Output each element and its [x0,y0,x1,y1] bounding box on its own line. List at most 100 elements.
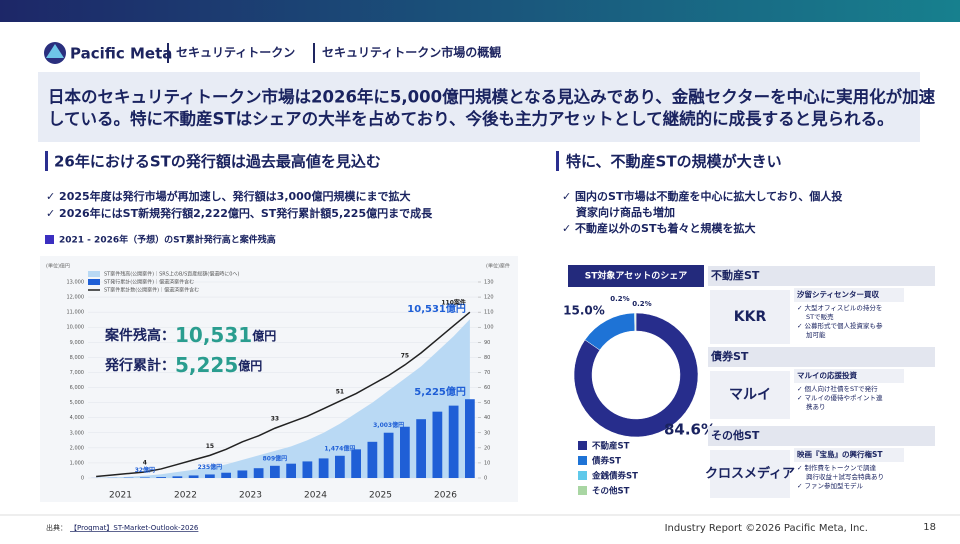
legend-swatch [578,456,587,465]
case-category: 不動産ST [711,268,760,282]
bar [335,456,345,478]
case-company: クロスメディア [705,466,795,482]
bullet: ✓ 不動産以外のSTも着々と規模を拡大 [562,221,755,235]
legend-label: 金銭債券ST [591,471,638,482]
data-label: 5,225億円 [414,385,466,398]
y-tick-label: 7,000 [70,370,84,376]
divider [167,43,169,63]
data-label: 4 [143,459,147,466]
summary-text: 日本のセキュリティトークン市場は2026年に5,000億円規模となる見込みであり… [48,87,936,107]
y2-tick-label: 90 [484,340,490,346]
data-label: 1,474億円 [324,444,355,452]
data-label: 75 [401,352,409,359]
legend-swatch [88,271,100,277]
y-tick-label: 1,000 [70,460,84,466]
divider [313,43,315,63]
bar [205,474,215,478]
bar [238,470,248,478]
y-tick-label: 11,000 [67,310,85,316]
case-category: 債券ST [710,349,749,363]
y-tick-label: 13,000 [67,280,85,286]
case-point: ✓ 公募形式で個人投資家も参 [797,321,883,330]
chart-caption: 2021 - 2026年（予想）のST累計発行高と案件残高 [59,234,276,246]
callout-part: 億円 [238,358,262,373]
donut-title: ST対象アセットのシェア [585,270,687,282]
legend-label: ST案件残高(公開案件)｜SRS上のB/S資産総額(償還時に0へ) [104,271,239,278]
y2-tick-label: 0 [484,476,487,482]
legend-swatch [578,441,587,450]
legend-label: 債券ST [591,456,621,467]
data-label: 51 [336,389,344,396]
bar [189,475,199,478]
bar [156,477,166,478]
case-point: 加可能 [806,330,826,339]
copyright: Industry Report ©2026 Pacific Meta, Inc. [665,523,868,534]
logo-text: Pacific Meta [70,45,172,63]
case-company: マルイ [729,387,771,403]
y2-tick-label: 70 [484,370,490,376]
callout-part: 5,225 [175,353,238,377]
bar [465,399,475,478]
y2-tick-label: 80 [484,355,490,361]
y2-tick-label: 120 [484,295,494,301]
x-tick-label: 2021 [109,491,132,501]
x-tick-label: 2023 [239,491,262,501]
callout-part: 発行累計： [104,357,175,374]
bar [433,412,443,478]
y-tick-label: 2,000 [70,445,84,451]
data-label: 15.0% [563,304,605,318]
y-tick-label: 8,000 [70,355,84,361]
legend-swatch [578,486,587,495]
axis-unit: (単位)案件 [486,263,510,270]
bar [351,449,361,478]
summary-text: している。特に不動産STはシェアの大半を占めており、今後も主力アセットとして継続… [48,109,894,129]
legend-label: ST発行累計(公開案件)｜償還済案件含む [104,279,194,286]
bar [319,458,329,478]
bullet: ✓ 国内のST市場は不動産を中心に拡大しており、個人投 [562,189,842,203]
y2-tick-label: 10 [484,460,490,466]
case-point: ✓ マルイの優待やポイント連 [797,393,883,402]
source-link[interactable]: 【Progmat】ST-Market-Outlook-2026 [70,524,199,532]
bullet: ✓ 2026年にはST新規発行額2,222億円、ST発行累計額5,225億円まで… [46,206,433,220]
y-tick-label: 6,000 [70,385,84,391]
legend-swatch [88,279,100,285]
case-company: KKR [734,309,767,325]
donut-segment [635,313,636,331]
breadcrumb: セキュリティトークン [176,46,295,60]
callout-part: 10,531 [175,323,252,347]
breadcrumb: セキュリティトークン市場の概観 [322,45,501,60]
y2-tick-label: 50 [484,400,490,406]
bar [449,406,459,478]
y-tick-label: 12,000 [67,295,85,301]
y2-tick-label: 130 [484,280,494,286]
case-point: ✓ 大型オフィスビルの持分を [797,303,882,312]
legend-label: ST案件累計数(公開案件)｜償還済案件含む [104,287,199,294]
case-point: 興行収益＋試写会特典あり [806,472,884,481]
logo-mark [44,42,66,64]
y2-tick-label: 40 [484,415,490,421]
case-point: ✓ 個人向け社債をSTで発行 [797,384,878,393]
y2-tick-label: 20 [484,445,490,451]
data-label: 235億円 [198,463,223,471]
bar [416,419,426,478]
bar [400,427,410,478]
bar [270,466,280,478]
x-tick-label: 2024 [304,491,327,501]
legend-swatch [578,471,587,480]
top-bar [0,0,960,22]
bar [368,442,378,478]
y2-tick-label: 100 [484,325,494,331]
section-heading: 26年におけるSTの発行額は過去最高値を見込む [54,153,381,171]
legend-label: 不動産ST [592,441,630,452]
caption-marker [45,235,54,244]
data-label: 809億円 [263,454,288,462]
data-label: 3,003億円 [373,421,404,429]
bar [384,433,394,478]
bullet: 資家向け商品も増加 [576,205,675,219]
case-title: 汐留シティセンター買収 [797,289,880,299]
axis-unit: (単位)億円 [46,263,70,270]
case-title: 映画『宝島』の興行権ST [797,449,883,459]
case-point: 携あり [806,402,826,411]
y-tick-label: 5,000 [70,400,84,406]
